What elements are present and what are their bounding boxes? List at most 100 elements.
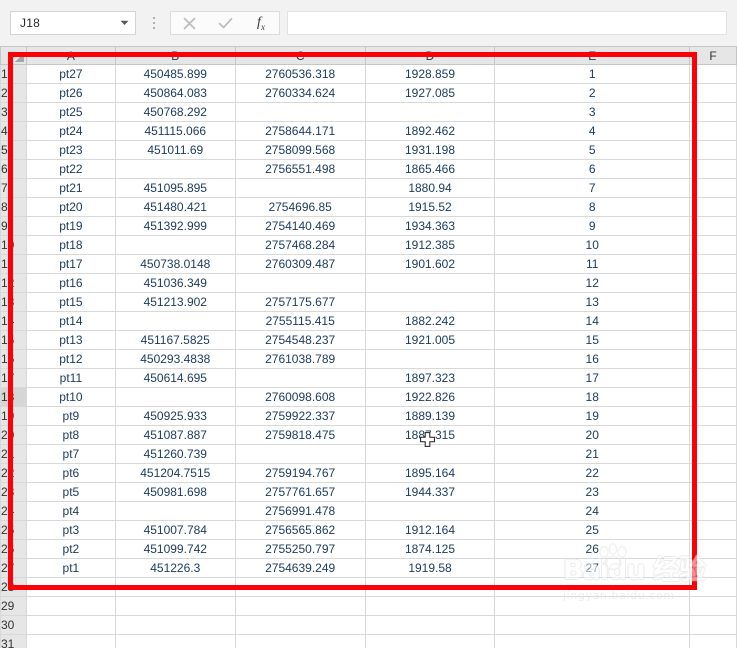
table-row[interactable]: 8 pt20 451480.421 2754696.85 1915.52 8 xyxy=(0,197,737,217)
cell-B21[interactable]: 451260.739 xyxy=(114,444,236,464)
cell-C7[interactable] xyxy=(234,178,366,198)
cell-A2[interactable]: pt26 xyxy=(25,83,116,103)
cell-E15[interactable]: 15 xyxy=(494,330,691,350)
column-header-f[interactable]: F xyxy=(689,46,737,65)
cell-F28[interactable] xyxy=(689,577,737,597)
cell-B3[interactable]: 450768.292 xyxy=(114,102,236,122)
table-row[interactable]: 22 pt6 451204.7515 2759194.767 1895.164 22 xyxy=(0,463,737,483)
cell-A6[interactable]: pt22 xyxy=(25,159,116,179)
cell-E10[interactable]: 10 xyxy=(494,235,691,255)
cell-A24[interactable]: pt4 xyxy=(25,501,116,521)
table-row[interactable]: 28 xyxy=(0,577,737,597)
table-row[interactable]: 18 pt10 2760098.608 1922.826 18 xyxy=(0,387,737,407)
cell-B20[interactable]: 451087.887 xyxy=(114,425,236,445)
cell-E8[interactable]: 8 xyxy=(494,197,691,217)
cell-A19[interactable]: pt9 xyxy=(25,406,116,426)
cell-A31[interactable] xyxy=(25,634,116,648)
cell-E1[interactable]: 1 xyxy=(494,64,691,84)
cell-E9[interactable]: 9 xyxy=(494,216,691,236)
row-header-1[interactable]: 1 xyxy=(0,64,27,84)
row-header-17[interactable]: 17 xyxy=(0,368,27,388)
cell-C10[interactable]: 2757468.284 xyxy=(234,235,366,255)
cell-C11[interactable]: 2760309.487 xyxy=(234,254,366,274)
cell-F17[interactable] xyxy=(689,368,737,388)
vertical-dots-icon[interactable] xyxy=(150,15,158,31)
cell-E31[interactable] xyxy=(494,634,691,648)
cell-D9[interactable]: 1934.363 xyxy=(364,216,496,236)
cell-F22[interactable] xyxy=(689,463,737,483)
cell-C8[interactable]: 2754696.85 xyxy=(234,197,366,217)
cell-C24[interactable]: 2756991.478 xyxy=(234,501,366,521)
row-header-15[interactable]: 15 xyxy=(0,330,27,350)
table-row[interactable]: 23 pt5 450981.698 2757761.657 1944.337 23 xyxy=(0,482,737,502)
row-header-28[interactable]: 28 xyxy=(0,577,27,597)
cell-C26[interactable]: 2755250.797 xyxy=(234,539,366,559)
cell-C29[interactable] xyxy=(234,596,366,616)
row-header-3[interactable]: 3 xyxy=(0,102,27,122)
table-row[interactable]: 2 pt26 450864.083 2760334.624 1927.085 2 xyxy=(0,83,737,103)
cell-C2[interactable]: 2760334.624 xyxy=(234,83,366,103)
cell-D1[interactable]: 1928.859 xyxy=(364,64,496,84)
cell-C9[interactable]: 2754140.469 xyxy=(234,216,366,236)
cell-D14[interactable]: 1882.242 xyxy=(364,311,496,331)
row-header-18[interactable]: 18 xyxy=(0,387,27,407)
cell-C30[interactable] xyxy=(234,615,366,635)
row-header-10[interactable]: 10 xyxy=(0,235,27,255)
cell-E18[interactable]: 18 xyxy=(494,387,691,407)
cell-F31[interactable] xyxy=(689,634,737,648)
cell-B15[interactable]: 451167.5825 xyxy=(114,330,236,350)
cell-B13[interactable]: 451213.902 xyxy=(114,292,236,312)
cell-D31[interactable] xyxy=(364,634,496,648)
cell-F14[interactable] xyxy=(689,311,737,331)
row-header-13[interactable]: 13 xyxy=(0,292,27,312)
cell-B4[interactable]: 451115.066 xyxy=(114,121,236,141)
cell-E14[interactable]: 14 xyxy=(494,311,691,331)
cell-C28[interactable] xyxy=(234,577,366,597)
row-header-8[interactable]: 8 xyxy=(0,197,27,217)
cell-D23[interactable]: 1944.337 xyxy=(364,482,496,502)
cell-E6[interactable]: 6 xyxy=(494,159,691,179)
row-header-26[interactable]: 26 xyxy=(0,539,27,559)
cell-E4[interactable]: 4 xyxy=(494,121,691,141)
row-header-23[interactable]: 23 xyxy=(0,482,27,502)
cell-F18[interactable] xyxy=(689,387,737,407)
table-row[interactable]: 31 xyxy=(0,634,737,648)
cell-A15[interactable]: pt13 xyxy=(25,330,116,350)
cell-A13[interactable]: pt15 xyxy=(25,292,116,312)
cell-F6[interactable] xyxy=(689,159,737,179)
cell-D29[interactable] xyxy=(364,596,496,616)
row-header-25[interactable]: 25 xyxy=(0,520,27,540)
select-all-icon[interactable] xyxy=(0,46,27,65)
cell-D3[interactable] xyxy=(364,102,496,122)
cell-F23[interactable] xyxy=(689,482,737,502)
cell-C20[interactable]: 2759818.475 xyxy=(234,425,366,445)
table-row[interactable]: 30 xyxy=(0,615,737,635)
cell-E22[interactable]: 22 xyxy=(494,463,691,483)
spreadsheet-grid[interactable]: A B C D E F 1 pt27 450485.899 2760536.318 19… xyxy=(0,46,737,648)
cell-D30[interactable] xyxy=(364,615,496,635)
cell-D2[interactable]: 1927.085 xyxy=(364,83,496,103)
cell-F16[interactable] xyxy=(689,349,737,369)
cell-E11[interactable]: 11 xyxy=(494,254,691,274)
column-header-b[interactable]: B xyxy=(114,46,236,65)
column-header-d[interactable]: D xyxy=(364,46,496,65)
cell-A23[interactable]: pt5 xyxy=(25,482,116,502)
cell-E28[interactable] xyxy=(494,577,691,597)
cell-C21[interactable] xyxy=(234,444,366,464)
cell-B22[interactable]: 451204.7515 xyxy=(114,463,236,483)
cell-D25[interactable]: 1912.164 xyxy=(364,520,496,540)
column-header-a[interactable]: A xyxy=(25,46,116,65)
cell-A5[interactable]: pt23 xyxy=(25,140,116,160)
cell-E25[interactable]: 25 xyxy=(494,520,691,540)
cell-F15[interactable] xyxy=(689,330,737,350)
fx-icon[interactable]: fx xyxy=(243,12,279,34)
cell-E20[interactable]: 20 xyxy=(494,425,691,445)
cell-B23[interactable]: 450981.698 xyxy=(114,482,236,502)
cell-A22[interactable]: pt6 xyxy=(25,463,116,483)
cell-A9[interactable]: pt19 xyxy=(25,216,116,236)
cell-F10[interactable] xyxy=(689,235,737,255)
cell-F11[interactable] xyxy=(689,254,737,274)
row-header-16[interactable]: 16 xyxy=(0,349,27,369)
cell-D5[interactable]: 1931.198 xyxy=(364,140,496,160)
cell-E21[interactable]: 21 xyxy=(494,444,691,464)
